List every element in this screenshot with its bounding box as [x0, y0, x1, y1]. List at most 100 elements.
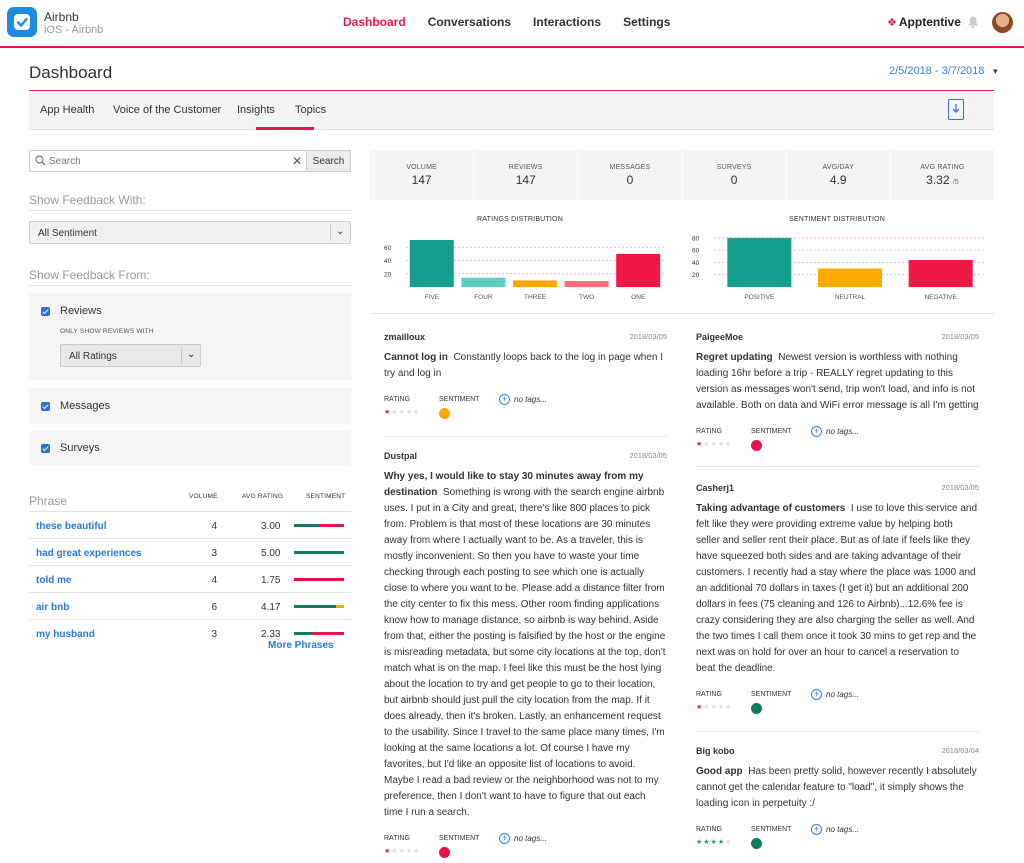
phrase-avg-rating: 2.33 [261, 629, 281, 640]
phrase-avg-rating: 4.17 [261, 602, 281, 613]
star-icon: ★ [384, 848, 392, 855]
main-nav: Dashboard Conversations Interactions Set… [343, 15, 670, 29]
sentiment-segment [319, 524, 344, 527]
x-tick-label: NEUTRAL [835, 294, 866, 301]
tab-voice-of-customer[interactable]: Voice of the Customer [113, 104, 222, 116]
star-icon: ★ [710, 839, 718, 846]
sentiment-segment [294, 578, 344, 581]
y-tick-label: 20 [384, 271, 392, 278]
brand-logo[interactable]: ❖ Apptentive [887, 15, 961, 29]
stat-label: AVG/DAY [822, 164, 855, 171]
tab-insights[interactable]: Insights [237, 104, 275, 116]
review-text: Constantly loops back to the log in page… [384, 352, 664, 379]
top-bar: Airbnb iOS - Airbnb Dashboard Conversati… [0, 0, 1024, 48]
add-tags-button[interactable]: + no tags... [499, 833, 547, 844]
ratings-chart-svg: 20 40 60 FIVE FOUR THREE TWO ONE [384, 239, 664, 301]
nav-conversations[interactable]: Conversations [427, 15, 512, 29]
sentiment-segment [294, 605, 336, 608]
phrase-volume: 4 [211, 575, 217, 586]
notification-bell-icon[interactable] [966, 15, 980, 29]
phrase-link[interactable]: these beautiful [36, 521, 107, 532]
review-card: Casherj1 2018/03/05 Taking advantage of cu… [696, 483, 979, 719]
phrase-sentiment-bar [294, 524, 344, 527]
review-card: zmailloux 2018/03/05 Cannot log in Constan… [384, 332, 667, 424]
add-tags-button[interactable]: + no tags... [811, 689, 859, 700]
phrase-volume: 3 [211, 548, 217, 559]
review-text: Newest version is worthless with nothing… [696, 352, 979, 411]
nav-settings[interactable]: Settings [623, 15, 671, 29]
add-tags-button[interactable]: + no tags... [499, 394, 547, 405]
review-body: Cannot log in Constantly loops back to t… [384, 350, 667, 382]
surveys-filter-box: Surveys [29, 431, 351, 465]
tags-label: no tags... [514, 395, 547, 404]
y-tick-label: 60 [384, 245, 392, 252]
stat-value: 0 [730, 173, 738, 187]
chevron-down-icon: ⌄ [187, 349, 196, 360]
star-icon: ★ [703, 704, 711, 711]
bar-five [409, 239, 454, 287]
messages-checkbox[interactable] [41, 402, 50, 411]
phrase-row: told me 4 1.75 [29, 565, 351, 592]
review-text: Something is wrong with the search engin… [384, 487, 666, 818]
phrase-row: air bnb 6 4.17 [29, 592, 351, 619]
tab-app-health[interactable]: App Health [40, 104, 95, 116]
reviews-checkbox[interactable] [41, 307, 50, 316]
add-tags-button[interactable]: + no tags... [811, 426, 859, 437]
apptentive-logo-icon: ❖ [887, 16, 897, 29]
review-date: 2018/03/05 [941, 332, 979, 341]
phrase-link[interactable]: had great experiences [36, 548, 142, 559]
y-tick-label: 20 [692, 272, 700, 279]
star-icon: ★ [703, 441, 711, 448]
nav-dashboard[interactable]: Dashboard [343, 15, 406, 29]
phrase-avg-rating: 5.00 [261, 548, 281, 559]
divider [29, 210, 351, 211]
search-button[interactable]: Search [307, 150, 351, 172]
plus-circle-icon: + [499, 394, 510, 405]
review-date: 2018/03/05 [629, 332, 667, 341]
phrase-row: had great experiences 3 5.00 [29, 538, 351, 565]
star-icon: ★ [398, 409, 406, 416]
tab-topics[interactable]: Topics [295, 104, 327, 116]
sentiment-dot [439, 847, 450, 858]
reviews-label: Reviews [60, 305, 102, 317]
sentiment-segment [294, 632, 311, 635]
star-icon: ★ [696, 704, 704, 711]
sentiment-dot [751, 703, 762, 714]
review-date: 2018/03/05 [941, 483, 979, 492]
stat-avg-rating: AVG RATING 3.32 /5 [891, 150, 994, 200]
download-icon[interactable] [948, 99, 964, 120]
app-checkmark-icon[interactable] [7, 7, 37, 37]
search-input[interactable] [49, 154, 279, 168]
review-user: Big kobo [696, 746, 735, 756]
plus-circle-icon: + [811, 689, 822, 700]
phrase-link[interactable]: air bnb [36, 602, 70, 613]
add-tags-button[interactable]: + no tags... [811, 824, 859, 835]
active-tab-indicator [256, 127, 314, 130]
star-icon: ★ [696, 441, 704, 448]
phrase-volume: 4 [211, 521, 217, 532]
avg-rating-header: AVG RATING [242, 493, 284, 500]
review-body: Good app Has been pretty solid, however … [696, 764, 979, 812]
ratings-select[interactable]: All Ratings ⌄ [60, 344, 201, 367]
phrase-link[interactable]: my husband [36, 629, 95, 640]
sentiment-select[interactable]: All Sentiment ⌄ [29, 221, 351, 244]
review-divider [384, 436, 667, 437]
date-range-picker[interactable]: 2/5/2018 - 3/7/2018 ▼ [889, 65, 999, 77]
review-title: Regret updating [696, 352, 773, 363]
sentiment-label: SENTIMENT [439, 396, 480, 403]
star-icon: ★ [405, 848, 414, 855]
clear-search-icon[interactable]: ✕ [292, 154, 303, 168]
star-rating: ★★★★★ [696, 703, 732, 711]
more-phrases-link[interactable]: More Phrases [268, 640, 334, 651]
rating-label: RATING [384, 835, 410, 842]
surveys-checkbox[interactable] [41, 444, 50, 453]
page-title: Dashboard [29, 63, 113, 82]
nav-interactions[interactable]: Interactions [533, 15, 602, 29]
tags-label: no tags... [826, 427, 859, 436]
x-tick-label: THREE [524, 294, 547, 301]
chevron-down-icon: ⌄ [336, 226, 345, 237]
chart-title: RATINGS DISTRIBUTION [477, 216, 563, 223]
bar-negative [908, 260, 973, 287]
phrase-link[interactable]: told me [36, 575, 72, 586]
user-avatar[interactable] [992, 12, 1013, 33]
